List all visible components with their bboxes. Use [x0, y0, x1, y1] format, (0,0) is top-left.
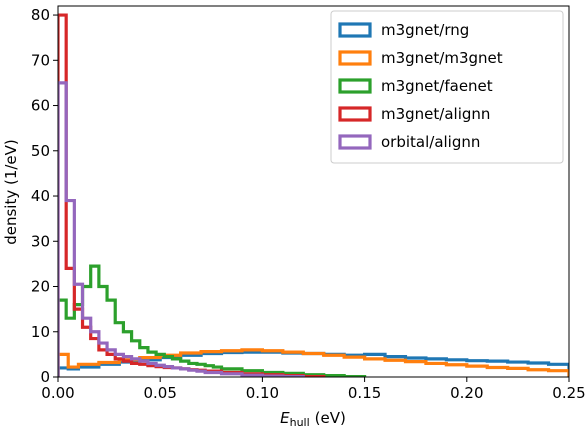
legend-swatch: [338, 22, 372, 38]
x-axis: 0.00 0.05 0.10 0.15 0.20 0.25: [41, 377, 586, 402]
y-axis-label: density (1/eV): [2, 139, 20, 245]
y-tick-label: 60: [31, 97, 50, 115]
y-tick-label: 80: [31, 6, 50, 24]
legend-swatch: [338, 50, 372, 66]
plot-frame: [57, 5, 570, 378]
y-tick-label: 30: [31, 232, 50, 250]
legend-label: m3gnet/alignn: [381, 105, 490, 123]
x-tick-label: 0.20: [450, 384, 483, 402]
legend-label: m3gnet/rng: [381, 21, 469, 39]
legend-frame: [330, 10, 564, 164]
y-tick-label: 70: [31, 51, 50, 69]
x-tick-label: 0.05: [143, 384, 176, 402]
series-m3gnet-faenet-line: [58, 264, 367, 377]
series-m3gnet-alignn-line: [58, 13, 326, 377]
y-tick-label: 20: [31, 278, 50, 296]
x-axis-label: Ehull (eV): [280, 409, 346, 429]
legend-label: m3gnet/m3gnet: [381, 49, 503, 67]
x-tick-label: 0.25: [552, 384, 585, 402]
x-tick-label: 0.10: [246, 384, 279, 402]
legend-swatch: [338, 106, 372, 122]
x-tick-label: 0.00: [41, 384, 74, 402]
legend-swatch: [338, 78, 372, 94]
y-axis: 0 10 20 30 40 50 60 70 80: [31, 6, 58, 386]
legend: m3gnet/rng m3gnet/m3gnet m3gnet/faenet m3gn…: [330, 10, 564, 164]
series-layer: [58, 13, 569, 377]
legend-swatch: [338, 134, 372, 150]
series-orbital-alignn-line: [58, 81, 305, 377]
y-tick-label: 10: [31, 323, 50, 341]
y-tick-label: 50: [31, 142, 50, 160]
y-tick-label: 0: [40, 368, 50, 386]
legend-label: m3gnet/faenet: [381, 77, 493, 95]
y-tick-label: 40: [31, 187, 50, 205]
x-tick-label: 0.15: [348, 384, 381, 402]
legend-label: orbital/alignn: [381, 133, 480, 151]
